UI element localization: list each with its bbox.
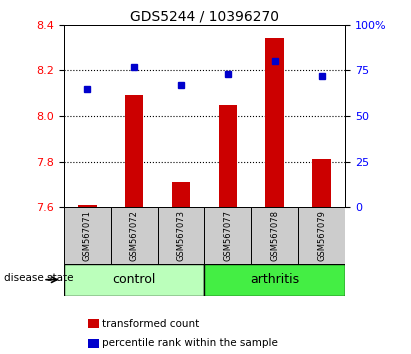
Bar	[219, 104, 237, 207]
Text: control: control	[112, 273, 156, 286]
Text: percentile rank within the sample: percentile rank within the sample	[102, 338, 278, 348]
Text: arthritis: arthritis	[250, 273, 300, 286]
Text: GSM567071: GSM567071	[83, 210, 92, 261]
Text: GSM567079: GSM567079	[317, 210, 326, 261]
Bar	[88, 339, 99, 348]
Bar	[157, 207, 205, 264]
Text: GSM567078: GSM567078	[270, 210, 279, 261]
Bar	[78, 205, 97, 207]
Bar	[88, 319, 99, 328]
Bar	[125, 96, 143, 207]
Bar	[205, 264, 345, 296]
Text: GSM567072: GSM567072	[129, 210, 139, 261]
Bar	[64, 264, 205, 296]
Bar	[266, 39, 284, 207]
Text: GSM567077: GSM567077	[224, 210, 233, 261]
Text: GSM567073: GSM567073	[176, 210, 185, 261]
Bar	[64, 207, 111, 264]
Bar	[205, 207, 252, 264]
Bar	[111, 207, 157, 264]
Text: disease state: disease state	[4, 273, 74, 283]
Bar	[312, 159, 331, 207]
Bar	[172, 182, 190, 207]
Text: transformed count: transformed count	[102, 319, 199, 329]
Title: GDS5244 / 10396270: GDS5244 / 10396270	[130, 10, 279, 24]
Bar	[252, 207, 298, 264]
Bar	[298, 207, 345, 264]
